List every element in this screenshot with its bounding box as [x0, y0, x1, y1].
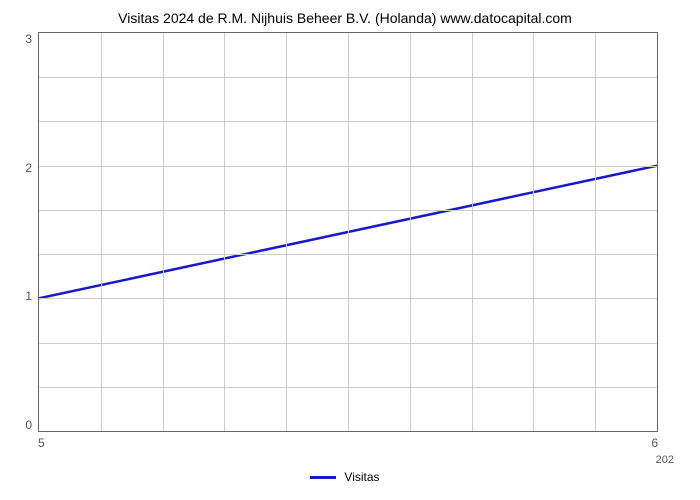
y-tick-0: 0 — [25, 418, 32, 432]
legend: Visitas — [10, 470, 680, 484]
y-tick-2: 2 — [25, 161, 32, 175]
y-axis: 3 2 1 0 — [10, 32, 38, 432]
y-tick-3: 3 — [25, 32, 32, 46]
y-tick-1: 1 — [25, 289, 32, 303]
plot-area — [38, 32, 658, 432]
x-tick-1: 6 — [651, 436, 658, 450]
x-tick-0: 5 — [38, 436, 45, 450]
legend-label: Visitas — [344, 470, 379, 484]
chart-title: Visitas 2024 de R.M. Nijhuis Beheer B.V.… — [10, 10, 680, 26]
footer-right: 202 — [10, 454, 680, 466]
x-axis: 5 6 — [38, 436, 658, 450]
legend-swatch — [310, 476, 336, 479]
